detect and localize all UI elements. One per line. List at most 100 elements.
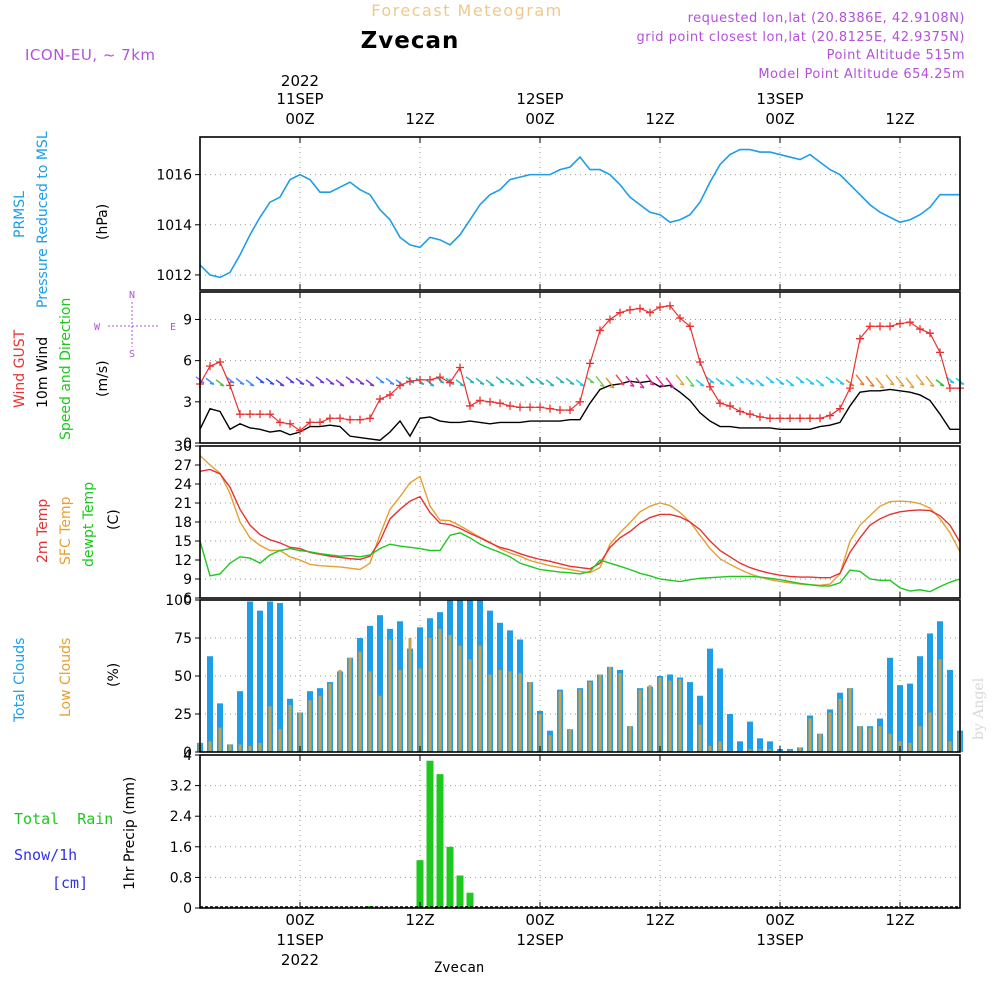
- wind-barb: [635, 377, 645, 389]
- gust-marker: [316, 418, 324, 427]
- wind-barb-head: [929, 384, 935, 388]
- wind-barb-head: [499, 381, 505, 384]
- low-cloud-bar: [218, 727, 222, 752]
- y-tick-label: 0.8: [170, 870, 192, 886]
- rain-bar: [466, 892, 474, 908]
- wind-barb-head: [379, 381, 385, 384]
- wind-barb-head: [329, 382, 335, 386]
- gust-marker: [656, 303, 664, 312]
- rain-bar: [416, 860, 424, 908]
- location-title: Zvecan: [361, 28, 460, 54]
- gust-marker: [746, 410, 754, 419]
- gust-marker: [716, 399, 724, 408]
- gust-marker: [536, 403, 544, 412]
- low-cloud-bar: [548, 735, 552, 752]
- gust-marker: [216, 358, 224, 367]
- gust-marker: [666, 301, 674, 310]
- low-cloud-bar: [308, 700, 312, 752]
- gust-marker: [766, 414, 774, 423]
- wind-barb: [895, 375, 905, 387]
- gust-marker: [556, 406, 564, 415]
- low-cloud-bar: [678, 679, 682, 752]
- wind-barb-head: [339, 384, 345, 387]
- low-cloud-bar: [338, 669, 342, 752]
- gust-marker: [546, 404, 554, 413]
- rain-bar: [426, 760, 434, 908]
- gust-marker: [266, 410, 274, 419]
- low-cloud-bar: [878, 726, 882, 752]
- low-cloud-bar: [438, 628, 442, 752]
- gust-marker: [946, 384, 954, 393]
- wind-barb: [615, 374, 625, 386]
- low-cloud-bar: [828, 712, 832, 752]
- low-cloud-bar: [508, 671, 512, 752]
- gust-marker: [306, 418, 314, 427]
- y-tick-label: 27: [174, 458, 192, 474]
- total-cloud-bar: [917, 656, 923, 752]
- y-tick-label: 0: [183, 436, 192, 452]
- low-cloud-bar: [718, 741, 722, 752]
- wind-barb-head: [319, 381, 325, 384]
- wind-barb-head: [909, 386, 915, 389]
- low-cloud-bar: [408, 638, 412, 752]
- wind-barb: [885, 374, 895, 386]
- low-cloud-bar: [758, 748, 762, 752]
- wind-barb-head: [709, 381, 715, 384]
- total-cloud-bar: [947, 669, 953, 752]
- gust-marker: [466, 401, 474, 410]
- snow-label: Snow/1h: [14, 846, 77, 864]
- low-cloud-bar: [318, 695, 322, 752]
- wind-barb-head: [919, 383, 925, 386]
- wind-barb-head: [409, 381, 415, 384]
- wind-barb-head: [859, 383, 865, 386]
- total-cloud-bar: [237, 691, 243, 752]
- gust-marker: [416, 375, 424, 384]
- temp-panel-labels: 2m Temp SFC Temp dewpt Temp (C): [35, 482, 122, 567]
- wind-panel-labels: Wind GUST 10m Wind Speed and Direction (…: [12, 290, 176, 440]
- low-cloud-bar: [848, 688, 852, 752]
- gust-marker: [516, 403, 524, 412]
- x-tick-label-top: 12Z: [645, 110, 674, 128]
- gust-marker: [636, 304, 644, 313]
- gust-marker: [896, 319, 904, 328]
- low-cloud-bar: [288, 704, 292, 752]
- gust-marker: [906, 318, 914, 327]
- low-cloud-bar: [888, 733, 892, 752]
- total-cloud-bar: [737, 741, 743, 752]
- low-cloud-bar: [668, 680, 672, 752]
- wind-barb-head: [419, 382, 425, 386]
- wind-barb: [875, 377, 885, 389]
- y-tick-label: 1014: [156, 218, 192, 234]
- x-tick-label-bottom: 00Z: [765, 911, 794, 929]
- wind-barb-head: [349, 381, 355, 384]
- wind-barb-head: [519, 384, 525, 387]
- low-cloud-bar: [478, 645, 482, 752]
- low-cloud-bar: [658, 677, 662, 752]
- gust-marker: [816, 414, 824, 423]
- gust-marker: [426, 375, 434, 384]
- rain-bar: [456, 875, 464, 908]
- low-cloud-bar: [698, 724, 702, 752]
- gust-marker: [526, 403, 534, 412]
- gust-marker: [206, 362, 214, 371]
- x-tick-label-top: 12Z: [885, 110, 914, 128]
- wind-barb: [865, 375, 875, 387]
- wind-barb-head: [839, 382, 845, 386]
- x-tick-label-bottom: 12Z: [885, 911, 914, 929]
- low-cloud-bar: [208, 741, 212, 752]
- wind-barb-head: [559, 381, 565, 384]
- compass-w: W: [94, 322, 101, 333]
- wind-barb-head: [809, 382, 815, 386]
- low-cloud-bar: [618, 672, 622, 752]
- low-cloud-bar: [528, 682, 532, 752]
- gust-marker: [286, 419, 294, 428]
- total-cloud-bar: [207, 656, 213, 752]
- model-point-altitude: Model Point Altitude 654.25m: [758, 67, 965, 82]
- low-cloud-bar: [808, 718, 812, 752]
- low-cloud-bar: [648, 685, 652, 752]
- sfc-temp-line: [199, 454, 961, 587]
- low-cloud-bar: [468, 659, 472, 752]
- wind-barb-head: [449, 382, 455, 386]
- gust-marker: [586, 359, 594, 368]
